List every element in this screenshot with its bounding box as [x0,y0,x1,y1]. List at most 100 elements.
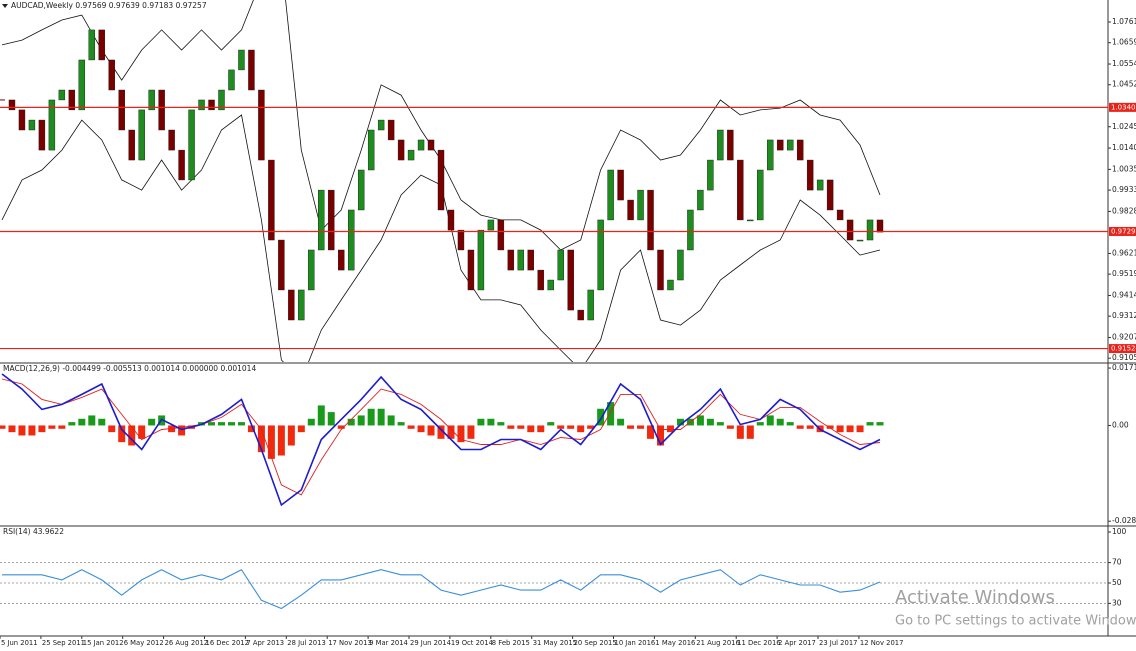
candle [747,219,754,222]
histogram-bar [397,422,405,426]
y-tick-label: 0.017188 [1112,363,1136,372]
x-tick-label: 25 Sep 2011 [42,639,85,647]
histogram-bar [657,425,664,446]
histogram-bar [8,425,16,433]
candle [567,249,574,311]
histogram-bar [208,422,216,426]
candle [108,59,115,91]
candle [417,139,425,151]
x-tick-label: 20 Sep 2015 [574,639,617,647]
candle [547,279,554,291]
histogram-bar [437,425,445,439]
candle [507,249,515,271]
menu-arrow[interactable] [2,4,8,8]
candle [367,129,375,171]
candle [158,89,165,131]
candle [467,249,475,291]
candle [876,219,884,233]
rsi-title: RSI(14) 43.9622 [3,527,64,536]
histogram-bar [58,425,66,429]
x-tick-label: 26 Aug 2012 [165,639,209,647]
histogram-bar [327,412,335,426]
y-tick-label: 1.05540 [1112,59,1136,68]
candle [657,249,664,291]
level-label: 0.91524 [1111,345,1136,353]
x-tick-label: 15 Jan 2012 [83,639,124,647]
x-tick-label: 7 Apr 2013 [246,639,284,647]
candle [607,169,614,221]
histogram-bar [856,425,864,433]
level-label: 1.03405 [1111,103,1136,111]
x-tick-label: 28 Jul 2013 [287,639,325,647]
candle [138,109,145,161]
histogram-bar [547,422,555,426]
x-tick-label: 31 May 2015 [533,639,577,647]
histogram-bar [876,422,884,426]
histogram-bar [337,425,345,429]
candle [856,239,864,242]
histogram-bar [38,425,46,433]
histogram-bar [307,418,315,426]
histogram-bar [726,425,734,429]
candle [427,139,435,151]
histogram-bar [567,425,575,429]
x-tick-label: 11 Dec 2016 [737,639,780,647]
x-tick-label: 29 Jun 2014 [410,639,451,647]
axes: 1.07610 1.0659 1.05540 1.04520 1.02450 1.0140… [0,17,1136,647]
candle [78,59,86,111]
histogram-bar [826,425,834,429]
candle [208,99,215,111]
histogram-bar [666,425,674,433]
candle [787,139,794,151]
price-pane [0,0,884,362]
histogram-bar [706,418,714,426]
histogram-bar [627,425,635,429]
histogram-bar [806,425,814,429]
level-label: 0.97292 [1111,227,1136,235]
rsi-pane [0,562,1108,610]
y-tick-label: 100 [1112,527,1127,536]
candle [557,249,564,281]
histogram-bar [427,425,435,436]
candle [447,209,455,231]
histogram-bar [377,408,385,426]
histogram-bar [148,418,156,426]
histogram-bar [846,425,854,433]
candle [298,289,305,321]
candle [268,159,275,241]
candle [677,249,684,281]
candle [796,139,804,161]
histogram-bar [88,415,96,426]
y-tick-label: 0.9621 [1112,248,1136,257]
histogram-bar [696,415,704,426]
candle [168,129,175,151]
candle [38,119,46,151]
candle [18,109,26,131]
histogram-bar [716,422,724,426]
histogram-bar [367,408,375,426]
candle [8,99,16,111]
x-tick-label: 17 Nov 2013 [328,639,372,647]
histogram-bar [218,422,225,426]
level-tag [1109,102,1136,112]
candle [288,289,295,321]
candle [348,209,355,271]
level-tag [1109,226,1136,236]
histogram-bar [387,415,395,426]
candle [437,149,445,211]
histogram-bar [317,405,325,426]
histogram-bar [776,418,784,426]
histogram-bar [178,425,186,436]
histogram-bar [457,425,465,443]
macd-line [1,373,881,507]
histogram-bar [247,425,255,433]
y-tick-label: 30 [1112,598,1122,607]
histogram-bar [517,425,525,429]
histogram-bar [0,425,6,429]
candle [228,69,235,91]
macd-title: MACD(12,26,9) -0.004499 -0.005513 0.0010… [3,364,256,373]
x-tick-label: 21 Aug 2016 [696,639,740,647]
